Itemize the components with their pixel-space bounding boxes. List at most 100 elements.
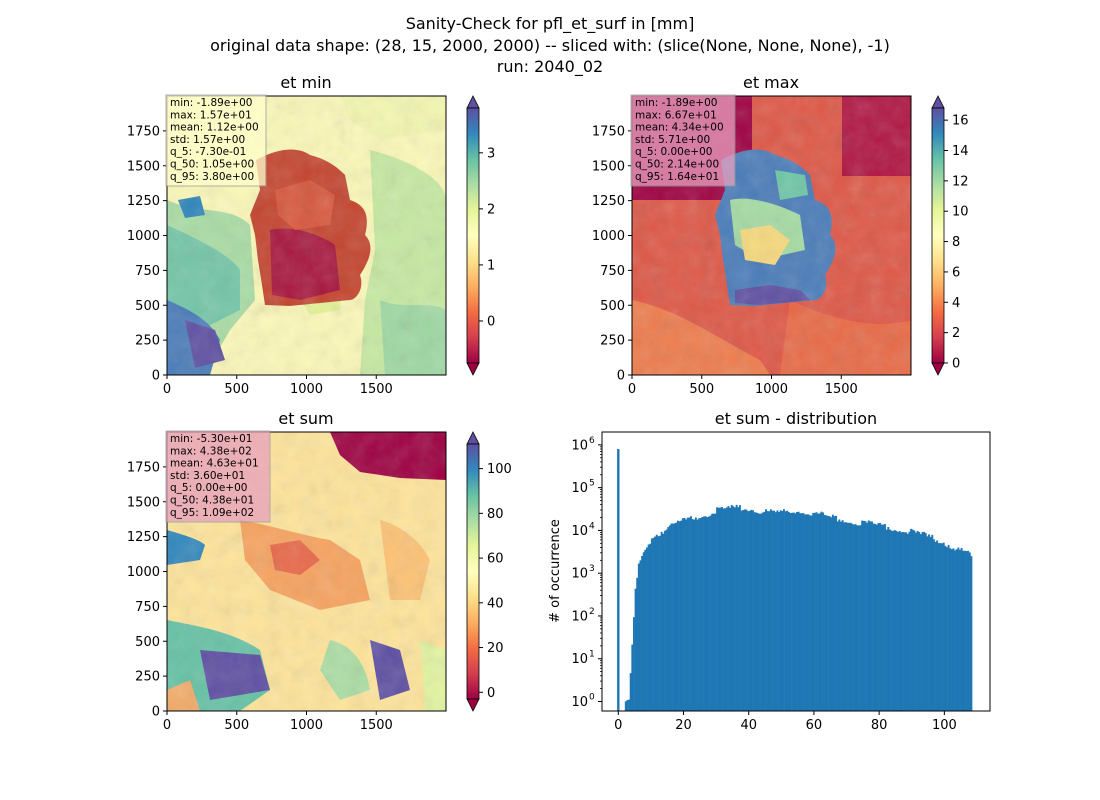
y-tick-label: 1250 bbox=[127, 194, 160, 209]
histogram-bar bbox=[919, 534, 922, 711]
histogram-bar bbox=[688, 517, 691, 711]
histogram-bar bbox=[836, 521, 839, 711]
histogram-bar bbox=[923, 531, 926, 711]
y-tick-label: 1000 bbox=[592, 229, 625, 244]
x-tick-label: 0 bbox=[614, 718, 622, 733]
x-tick-label: 0 bbox=[163, 718, 171, 733]
histogram-bar bbox=[797, 511, 800, 711]
statbox-line: q_50: 1.05e+00 bbox=[170, 159, 254, 171]
colorbar-et-max: 0 2 4 6 8 10 12 14 16 bbox=[931, 95, 969, 376]
colorbar-tick-label: 20 bbox=[487, 641, 504, 656]
histogram-bar bbox=[730, 505, 733, 711]
statbox-line: mean: 4.34e+00 bbox=[635, 122, 724, 134]
panel-et-max-title: et max bbox=[743, 73, 799, 92]
x-tick-label: 80 bbox=[871, 718, 888, 733]
x-tick-label: 1500 bbox=[825, 382, 858, 397]
histogram-bar bbox=[670, 523, 673, 711]
histogram-bar bbox=[959, 549, 961, 711]
histogram-bar bbox=[936, 540, 939, 711]
x-tick-label: 500 bbox=[689, 382, 714, 397]
statbox-line: q_95: 1.09e+02 bbox=[170, 507, 254, 519]
histogram-bar bbox=[735, 504, 738, 711]
y-tick-label: 250 bbox=[135, 670, 160, 685]
histogram-bar bbox=[931, 534, 934, 711]
colorbar-tick-label: 2 bbox=[487, 202, 495, 217]
histogram-bar bbox=[747, 511, 750, 711]
histogram-bar bbox=[818, 513, 821, 711]
histogram-bar bbox=[840, 521, 842, 711]
histogram-bar bbox=[949, 548, 952, 711]
histogram-bar bbox=[830, 517, 833, 711]
histogram-bar bbox=[954, 550, 957, 711]
colorbar-tick-label: 1 bbox=[487, 258, 495, 273]
histogram-bar bbox=[755, 512, 758, 711]
histogram-bar bbox=[763, 511, 766, 711]
histogram-bar bbox=[642, 552, 645, 711]
histogram-bar bbox=[962, 550, 965, 711]
y-tick-label: 10 bbox=[571, 481, 588, 496]
histogram-bar bbox=[650, 538, 653, 711]
y-tick-label: 1000 bbox=[127, 229, 160, 244]
histogram-bar bbox=[719, 507, 722, 711]
histogram-bar bbox=[856, 525, 859, 711]
histogram-bar bbox=[647, 544, 650, 711]
histogram-bar bbox=[734, 507, 736, 711]
histogram-bar bbox=[709, 515, 712, 711]
histogram-bar bbox=[707, 516, 710, 711]
histogram-bar bbox=[960, 547, 963, 711]
y-tick-label: 0 bbox=[617, 369, 625, 384]
histogram-bar bbox=[851, 523, 854, 711]
y-tick-label: 10 bbox=[571, 652, 588, 667]
figure-title-line-1: Sanity-Check for pfl_et_surf in [mm] bbox=[406, 14, 695, 34]
histogram-bar bbox=[760, 513, 763, 711]
histogram-bar bbox=[844, 522, 847, 711]
histogram-bar bbox=[787, 511, 790, 711]
colorbar-tick-label: 4 bbox=[952, 296, 960, 311]
histogram-bar bbox=[950, 549, 953, 711]
histogram-bar bbox=[637, 563, 640, 711]
histogram-bar bbox=[812, 512, 815, 711]
y-tick-label: 1500 bbox=[127, 495, 160, 510]
panel-et-min: et min 0 500 1000 1500 0 250 500 750 1000 1250 150… bbox=[127, 73, 495, 397]
histogram-bar bbox=[915, 532, 917, 711]
y-tick-label: 500 bbox=[135, 635, 160, 650]
histogram-bar bbox=[799, 513, 802, 711]
histogram-bar bbox=[673, 523, 676, 711]
histogram-bar bbox=[970, 556, 973, 711]
histogram-bar bbox=[663, 530, 666, 711]
histogram-bars bbox=[617, 449, 973, 711]
histogram-bar bbox=[945, 547, 948, 711]
histogram-bar bbox=[694, 517, 697, 711]
histogram-bar bbox=[823, 514, 826, 711]
histogram-bar bbox=[751, 510, 754, 711]
axes-et-min-ticks: 0 500 1000 1500 0 250 500 750 1000 1250 1500 1750 bbox=[127, 124, 393, 397]
histogram-bar bbox=[967, 550, 970, 711]
histogram-bar bbox=[711, 513, 714, 711]
figure-title-line-3: run: 2040_02 bbox=[497, 57, 603, 77]
histogram-bar bbox=[722, 508, 725, 711]
histogram-bar bbox=[918, 532, 921, 711]
colorbar-et-max-ticks: 0 2 4 6 8 10 12 14 16 bbox=[944, 114, 969, 372]
histogram-bar bbox=[649, 543, 652, 711]
histogram-bar bbox=[947, 544, 950, 711]
y-tick-label: 0 bbox=[152, 705, 160, 720]
y-tick-label: 250 bbox=[135, 334, 160, 349]
statbox-line: min: -5.30e+01 bbox=[170, 433, 252, 445]
histogram-bar bbox=[704, 516, 707, 711]
histogram-bar bbox=[898, 531, 901, 711]
histogram-bar bbox=[857, 525, 860, 711]
histogram-bar bbox=[841, 520, 844, 711]
histogram-bar bbox=[892, 530, 895, 711]
histogram-bar bbox=[895, 530, 898, 711]
histogram-bar bbox=[685, 519, 688, 711]
y-tick-label: 750 bbox=[135, 264, 160, 279]
y-tick-label: 1750 bbox=[127, 124, 160, 139]
histogram-bar bbox=[794, 513, 797, 711]
statbox-line: max: 1.57e+01 bbox=[170, 109, 252, 121]
histogram-bar bbox=[696, 519, 699, 711]
histogram-bar bbox=[680, 520, 683, 711]
